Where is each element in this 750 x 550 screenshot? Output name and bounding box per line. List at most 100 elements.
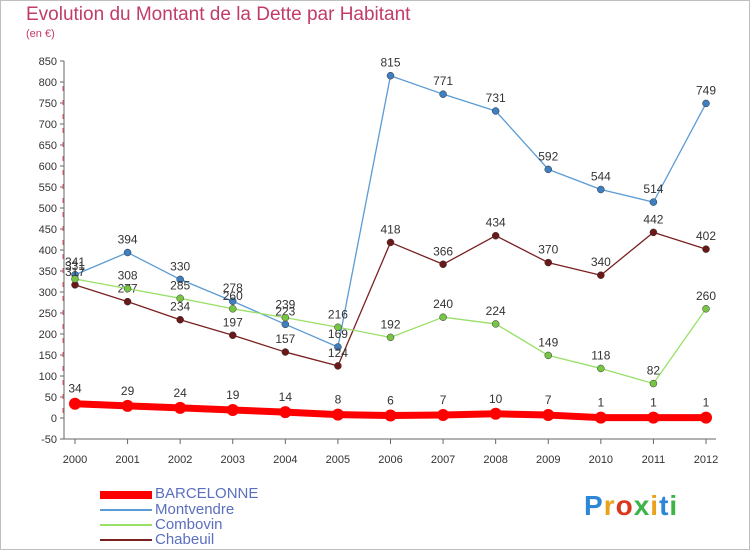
data-point: [386, 71, 395, 80]
data-label: 8: [335, 393, 342, 407]
data-point: [69, 397, 81, 410]
logo-letter: x: [633, 490, 651, 521]
proxiti-logo: Proxiti: [584, 490, 678, 522]
data-point: [123, 284, 132, 293]
data-label: 34: [68, 382, 82, 396]
data-label: 82: [647, 364, 661, 378]
logo-letter: r: [603, 490, 616, 521]
y-tick-label: 400: [39, 245, 57, 257]
data-label: 6: [387, 393, 394, 407]
data-label: 317: [65, 265, 85, 279]
data-label: 340: [591, 255, 611, 269]
chart-title: Evolution du Montant de la Dette par Hab…: [26, 4, 411, 25]
data-point: [334, 362, 342, 370]
data-point: [544, 165, 552, 174]
x-tick-label: 2006: [378, 454, 402, 466]
x-tick-label: 2001: [115, 454, 139, 466]
data-label: 731: [486, 91, 506, 105]
x-tick-label: 2002: [168, 454, 192, 466]
data-point: [71, 275, 79, 283]
y-tick-label: 600: [39, 161, 57, 173]
data-point: [281, 320, 290, 329]
data-label: 592: [538, 149, 558, 163]
data-label: 192: [380, 317, 400, 331]
data-point: [121, 399, 134, 412]
data-point: [544, 351, 552, 360]
data-label: 19: [226, 388, 240, 402]
data-label: 224: [486, 304, 506, 318]
data-point: [647, 411, 660, 424]
data-label: 223: [275, 304, 295, 318]
data-label: 544: [591, 170, 611, 184]
data-point: [229, 305, 237, 313]
y-tick-label: 50: [45, 392, 57, 404]
logo-letter: t: [659, 490, 670, 521]
y-tick-label: 100: [39, 371, 57, 383]
data-label: 815: [380, 56, 400, 70]
y-tick-label: 700: [39, 119, 57, 131]
y-tick-label: 450: [39, 224, 57, 236]
data-label: 234: [170, 300, 190, 314]
data-point: [489, 407, 502, 420]
data-point: [226, 404, 239, 417]
data-point: [597, 364, 605, 373]
x-tick-label: 2008: [483, 454, 507, 466]
data-label: 240: [433, 297, 453, 311]
y-tick-label: 850: [39, 56, 57, 68]
data-point: [174, 401, 187, 414]
y-tick-label: 150: [39, 350, 57, 362]
logo-letter: i: [669, 490, 679, 521]
logo-letter: i: [650, 490, 660, 521]
data-label: 169: [328, 327, 348, 341]
data-point: [649, 228, 658, 237]
y-tick-label: 750: [39, 98, 57, 110]
data-point: [702, 99, 710, 108]
legend-swatch-barcelonne: [100, 491, 152, 499]
data-point: [439, 313, 447, 321]
data-label: 330: [170, 259, 190, 273]
data-label: 442: [643, 212, 663, 226]
legend-label-barcelonne: BARCELONNE: [155, 485, 259, 502]
data-point: [229, 331, 237, 340]
y-tick-label: -50: [41, 434, 57, 446]
data-label: 749: [696, 83, 716, 97]
x-tick-label: 2000: [63, 454, 87, 466]
data-point: [439, 260, 447, 269]
data-label: 157: [275, 332, 295, 346]
data-label: 771: [433, 74, 453, 88]
legend-swatch-combovin: [100, 524, 152, 526]
data-point: [491, 231, 500, 240]
x-tick-label: 2004: [273, 454, 297, 466]
data-label: 418: [380, 222, 400, 236]
y-tick-label: 250: [39, 308, 57, 320]
data-label: 341: [65, 255, 85, 269]
chart-subtitle: (en €): [26, 28, 55, 40]
data-point: [702, 305, 710, 313]
y-tick-label: 200: [39, 329, 57, 341]
data-point: [491, 320, 500, 328]
data-label: 216: [328, 307, 348, 321]
logo-letter: P: [584, 490, 604, 521]
data-point: [281, 313, 290, 322]
data-point: [700, 411, 712, 424]
data-label: 514: [643, 182, 663, 196]
data-label: 434: [486, 216, 506, 230]
data-label: 402: [696, 229, 716, 243]
data-label: 7: [545, 393, 552, 407]
data-label: 394: [118, 233, 138, 247]
y-tick-label: 0: [51, 413, 57, 425]
data-label: 124: [328, 346, 348, 360]
data-label: 1: [650, 396, 657, 410]
x-tick-label: 2011: [642, 454, 666, 466]
logo-letter: o: [615, 490, 634, 521]
data-label: 24: [173, 386, 187, 400]
y-tick-label: 800: [39, 77, 57, 89]
y-tick-label: 300: [39, 287, 57, 299]
x-tick-label: 2007: [431, 454, 455, 466]
legend-swatch-montvendre: [100, 509, 152, 511]
data-label: 7: [440, 393, 447, 407]
data-label: 366: [433, 244, 453, 258]
data-point: [439, 90, 447, 98]
